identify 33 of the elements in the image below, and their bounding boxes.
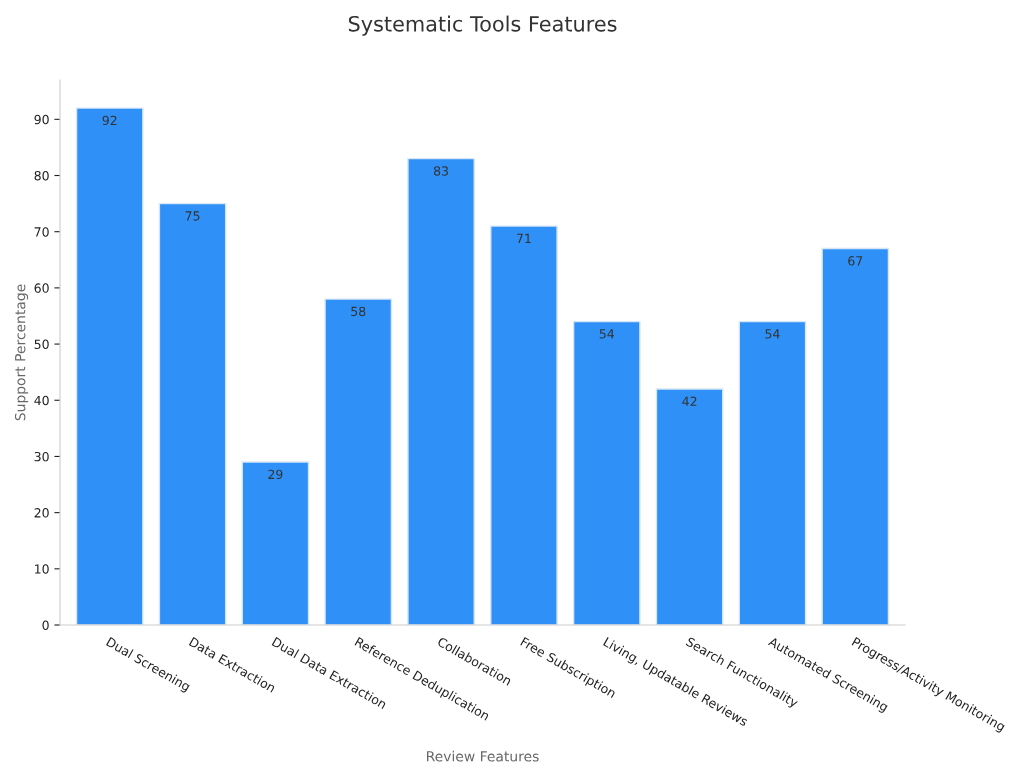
data-label: 42: [682, 396, 697, 406]
data-label: 54: [599, 329, 615, 339]
y-tick-label: 20: [34, 508, 49, 518]
x-axis-title: Review Features: [427, 750, 539, 762]
data-label: 29: [268, 469, 283, 480]
data-label: 92: [102, 115, 117, 126]
y-axis-title: Support Percentage: [14, 284, 29, 421]
y-tick-label: 70: [34, 227, 49, 237]
data-label: 54: [765, 329, 780, 339]
data-label: 58: [351, 306, 366, 317]
y-tick-label: 80: [34, 170, 49, 181]
y-tick-label: 10: [35, 564, 49, 574]
data-label: 71: [516, 233, 531, 243]
y-tick-label: 0: [42, 620, 49, 630]
bar: [324, 298, 393, 625]
y-tick-label: 30: [34, 451, 49, 462]
bar: [490, 225, 558, 625]
bar: [655, 388, 724, 625]
y-tick-label: 40: [34, 395, 49, 406]
data-label: 67: [848, 256, 863, 266]
bar: [572, 320, 641, 625]
bar: [158, 202, 227, 625]
y-tick-label: 50: [34, 339, 49, 349]
bar: [821, 247, 890, 625]
data-label: 75: [185, 211, 200, 221]
bar: [738, 320, 807, 625]
y-tick-label: 90: [34, 114, 49, 125]
bar: [241, 461, 310, 625]
chart-title: Systematic Tools Features: [348, 15, 617, 36]
data-label: 83: [433, 166, 449, 176]
bar: [75, 107, 144, 625]
y-tick-label: 60: [34, 283, 49, 293]
bar: [407, 157, 475, 625]
